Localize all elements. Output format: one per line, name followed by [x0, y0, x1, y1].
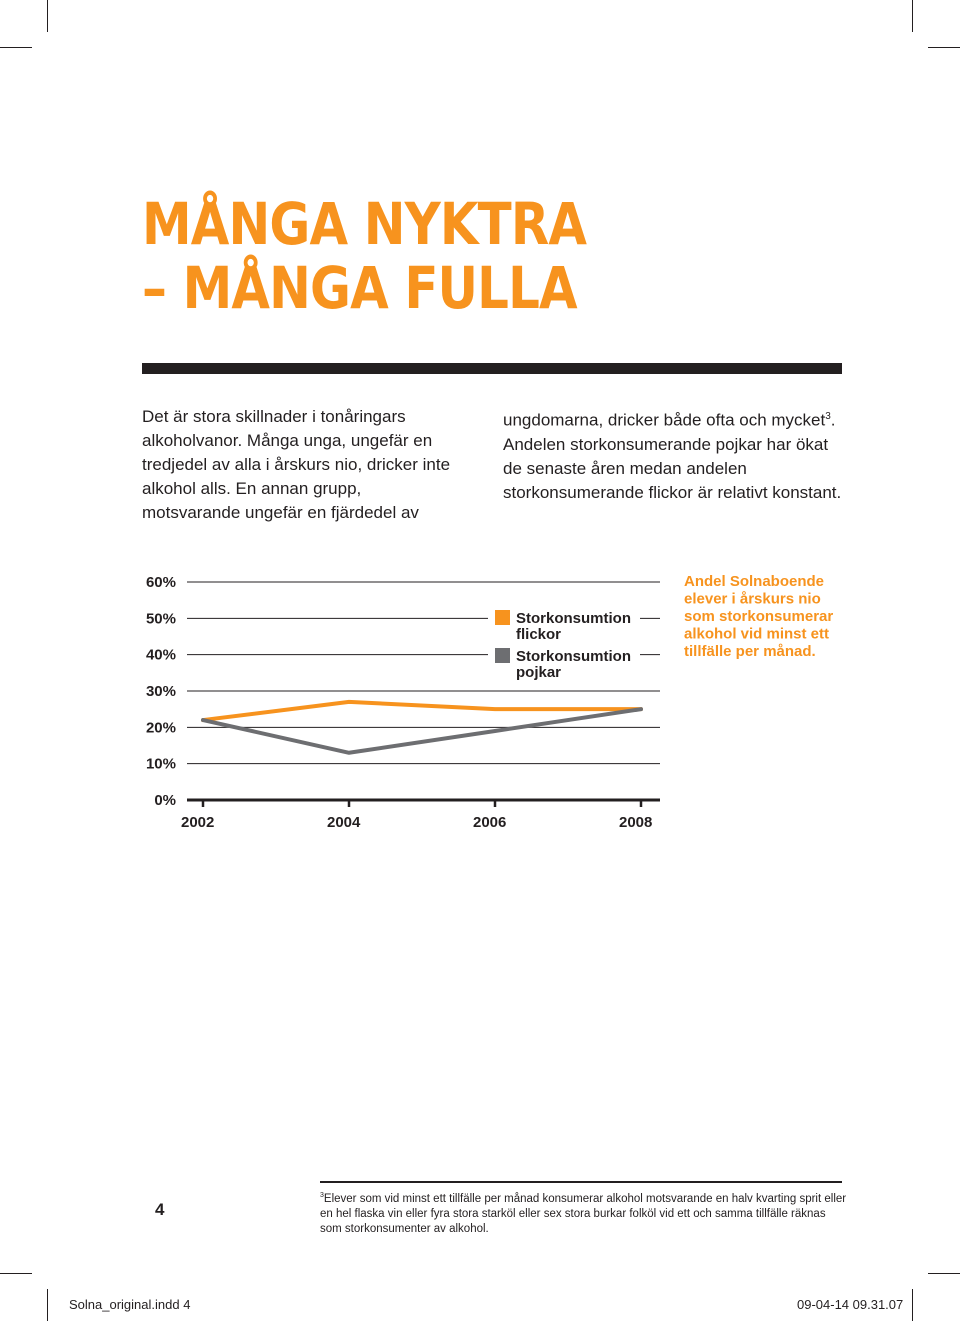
crop-mark [0, 47, 32, 48]
body-column-left: Det är stora skillnader i tonåringars al… [142, 407, 451, 522]
body-column-right: ungdomarna, dricker både ofta och mycket… [503, 405, 843, 505]
y-tick-label: 60% [146, 574, 176, 591]
chart-note-line: elever i årskurs nio [684, 591, 821, 608]
chart-note-line: som storkonsumerar [684, 608, 833, 625]
legend-label: flickor [516, 626, 561, 643]
page-title: MÅNGA NYKTRA – MÅNGA FULLA [142, 190, 587, 322]
crop-mark [0, 1273, 32, 1274]
y-tick-label: 30% [146, 683, 176, 700]
title-line-1: MÅNGA NYKTRA [142, 190, 587, 258]
y-tick-label: 10% [146, 756, 176, 773]
crop-mark [912, 1289, 913, 1321]
legend-swatch [495, 648, 510, 663]
crop-mark [928, 1273, 960, 1274]
series-line-flickor [201, 699, 643, 723]
page-number: 4 [155, 1200, 165, 1219]
crop-mark [47, 1289, 48, 1321]
crop-mark [928, 47, 960, 48]
header-rule [142, 363, 842, 374]
legend-label: Storkonsumtion [516, 648, 631, 665]
title-line-2: – MÅNGA FULLA [142, 254, 578, 322]
chart-note-line: tillfälle per månad. [684, 643, 816, 660]
crop-mark [912, 0, 913, 32]
x-tick-label: 2004 [327, 814, 361, 831]
legend-label: pojkar [516, 664, 561, 681]
y-tick-label: 50% [146, 610, 176, 627]
body-text: ungdomarna, dricker både ofta och mycket [503, 410, 826, 430]
y-tick-label: 20% [146, 719, 176, 736]
y-tick-label: 40% [146, 647, 176, 664]
chart-note-line: Andel Solnaboende [684, 573, 824, 590]
slug-timestamp: 09-04-14 09.31.07 [797, 1297, 904, 1312]
footnote-text: Elever som vid minst ett tillfälle per m… [320, 1192, 847, 1235]
footnote: 3Elever som vid minst ett tillfälle per … [320, 1188, 850, 1237]
series-line-pojkar [201, 707, 643, 755]
footnote-ref: 3 [825, 411, 831, 422]
legend-swatch [495, 610, 510, 625]
x-tick-label: 2006 [473, 814, 506, 831]
footnote-rule [320, 1181, 842, 1183]
x-tick-label: 2002 [181, 814, 214, 831]
x-tick-label: 2008 [619, 814, 652, 831]
crop-mark [47, 0, 48, 32]
footnote-marker: 3 [320, 1192, 324, 1199]
body-text: . Andelen storkonsumerande pojkar har ök… [503, 410, 842, 502]
y-tick-label: 0% [154, 792, 176, 809]
chart-note-line: alkohol vid minst ett [684, 626, 829, 643]
legend-label: Storkonsumtion [516, 610, 631, 627]
slug-filename: Solna_original.indd 4 [69, 1297, 191, 1312]
